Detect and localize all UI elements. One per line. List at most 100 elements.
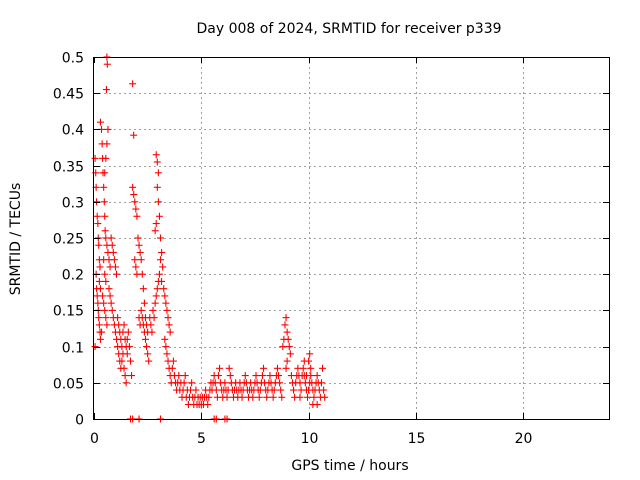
data-point — [149, 306, 157, 314]
data-point — [119, 350, 127, 358]
data-point — [310, 393, 318, 401]
data-point — [140, 299, 148, 307]
data-point — [137, 306, 145, 314]
data-point — [120, 321, 128, 329]
data-point — [283, 328, 291, 336]
y-tick-label: 0.2 — [62, 268, 84, 284]
data-point — [216, 364, 224, 372]
data-point — [102, 314, 110, 322]
y-tick-label: 0.5 — [62, 51, 84, 67]
y-tick-label: 0.4 — [62, 123, 84, 139]
data-point — [150, 314, 158, 322]
x-axis-title: GPS time / hours — [291, 458, 408, 474]
data-point — [152, 151, 160, 159]
data-point — [122, 379, 130, 387]
data-point — [278, 393, 286, 401]
data-point — [96, 285, 104, 293]
data-point — [277, 386, 285, 394]
x-axis: 0 5 10 15 20 — [90, 57, 532, 447]
chart-title: Day 008 of 2024, SRMTID for receiver p33… — [196, 21, 501, 37]
data-point — [223, 393, 231, 401]
data-point — [120, 364, 128, 372]
data-point — [157, 256, 165, 264]
data-point — [138, 270, 146, 278]
data-point — [123, 335, 131, 343]
data-point — [128, 372, 136, 380]
data-point — [148, 328, 156, 336]
y-tick-label: 0.15 — [53, 304, 84, 320]
data-point — [114, 314, 122, 322]
grid — [94, 57, 609, 419]
data-point — [283, 357, 291, 365]
data-point — [96, 118, 104, 126]
data-point — [241, 372, 249, 380]
data-point — [296, 393, 304, 401]
data-point — [151, 227, 159, 235]
data-point — [279, 343, 287, 351]
data-point — [151, 299, 159, 307]
data-point — [166, 328, 174, 336]
data-point — [180, 379, 188, 387]
data-point — [143, 343, 151, 351]
data-point — [269, 393, 277, 401]
data-point — [155, 270, 163, 278]
y-tick-label: 0.45 — [53, 87, 84, 103]
data-point — [258, 372, 266, 380]
x-tick-label: 0 — [90, 431, 99, 447]
data-point — [95, 321, 103, 329]
data-point — [101, 212, 109, 220]
x-tick-label: 20 — [515, 431, 533, 447]
data-point — [300, 357, 308, 365]
data-point — [147, 321, 155, 329]
data-point — [95, 314, 103, 322]
data-point — [157, 234, 165, 242]
data-point — [103, 321, 111, 329]
data-point — [304, 393, 312, 401]
data-point — [152, 220, 160, 228]
data-point — [113, 270, 121, 278]
data-point — [129, 80, 137, 88]
data-point — [130, 131, 138, 139]
data-point — [101, 270, 109, 278]
data-point — [276, 379, 284, 387]
data-point — [144, 350, 152, 358]
data-point — [214, 372, 222, 380]
data-point — [98, 328, 106, 336]
data-point — [93, 212, 101, 220]
data-point — [118, 357, 126, 365]
y-tick-label: 0.25 — [53, 232, 84, 248]
data-point — [225, 364, 233, 372]
data-point — [100, 183, 108, 191]
data-point — [168, 364, 176, 372]
data-point — [96, 335, 104, 343]
data-point — [132, 205, 140, 213]
data-point — [136, 248, 144, 256]
data-point — [145, 357, 153, 365]
data-point — [164, 314, 172, 322]
data-point — [103, 140, 111, 148]
data-point — [163, 306, 171, 314]
data-point — [263, 393, 271, 401]
data-point — [131, 198, 139, 206]
y-tick-label: 0.1 — [62, 341, 84, 357]
x-tick-label: 5 — [197, 431, 206, 447]
data-point — [282, 364, 290, 372]
data-point — [91, 343, 99, 351]
data-point — [105, 285, 113, 293]
data-point — [131, 256, 139, 264]
data-point — [249, 393, 257, 401]
data-point — [152, 292, 160, 300]
data-point — [255, 393, 263, 401]
data-point — [154, 198, 162, 206]
data-point — [153, 183, 161, 191]
data-point — [161, 292, 169, 300]
data-point — [321, 393, 329, 401]
data-point — [91, 154, 99, 162]
y-axis-title: SRMTID / TECUs — [8, 183, 24, 296]
x-tick-label: 10 — [301, 431, 319, 447]
data-point — [317, 379, 325, 387]
data-point — [126, 357, 134, 365]
data-point — [124, 328, 132, 336]
data-point — [162, 343, 170, 351]
